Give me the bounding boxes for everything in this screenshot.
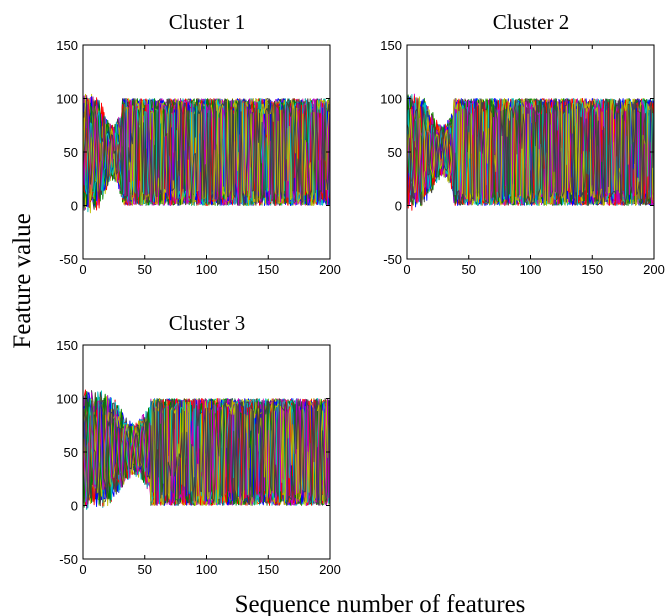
x-tick-label: 150	[257, 562, 279, 577]
series-line	[83, 96, 330, 206]
y-tick-label: 50	[388, 145, 402, 160]
y-tick-label: 150	[380, 38, 402, 53]
y-tick-label: 0	[71, 199, 78, 214]
panel-title: Cluster 3	[169, 311, 245, 335]
y-tick-label: 150	[56, 338, 78, 353]
y-tick-label: 100	[380, 92, 402, 107]
x-tick-label: 150	[257, 262, 279, 277]
y-tick-label: -50	[59, 252, 78, 267]
x-tick-label: 0	[79, 562, 86, 577]
x-tick-label: 200	[319, 562, 341, 577]
x-tick-label: 100	[196, 262, 218, 277]
y-tick-label: 100	[56, 92, 78, 107]
x-tick-label: 150	[581, 262, 603, 277]
series-line	[83, 394, 330, 509]
x-tick-label: 200	[319, 262, 341, 277]
trace-group	[83, 389, 330, 510]
series-line	[83, 98, 330, 206]
x-tick-label: 50	[138, 262, 152, 277]
trace-group	[83, 93, 330, 214]
series-line	[407, 97, 654, 206]
y-tick-label: 100	[56, 392, 78, 407]
x-tick-label: 50	[138, 562, 152, 577]
y-tick-label: 50	[64, 445, 78, 460]
y-tick-label: -50	[59, 552, 78, 567]
panel-title: Cluster 2	[493, 10, 569, 34]
panel-title: Cluster 1	[169, 10, 245, 34]
figure-xlabel: Sequence number of features	[235, 591, 526, 616]
y-tick-label: 0	[395, 199, 402, 214]
x-tick-label: 50	[462, 262, 476, 277]
x-tick-label: 100	[196, 562, 218, 577]
x-tick-label: 200	[643, 262, 665, 277]
series-line	[407, 98, 654, 206]
y-tick-label: -50	[383, 252, 402, 267]
trace-group	[407, 93, 654, 211]
y-tick-label: 150	[56, 38, 78, 53]
x-tick-label: 0	[403, 262, 410, 277]
series-line	[83, 391, 330, 506]
x-tick-label: 100	[520, 262, 542, 277]
y-tick-label: 0	[71, 499, 78, 514]
figure-ylabel: Feature value	[9, 213, 36, 348]
y-tick-label: 50	[64, 145, 78, 160]
x-tick-label: 0	[79, 262, 86, 277]
